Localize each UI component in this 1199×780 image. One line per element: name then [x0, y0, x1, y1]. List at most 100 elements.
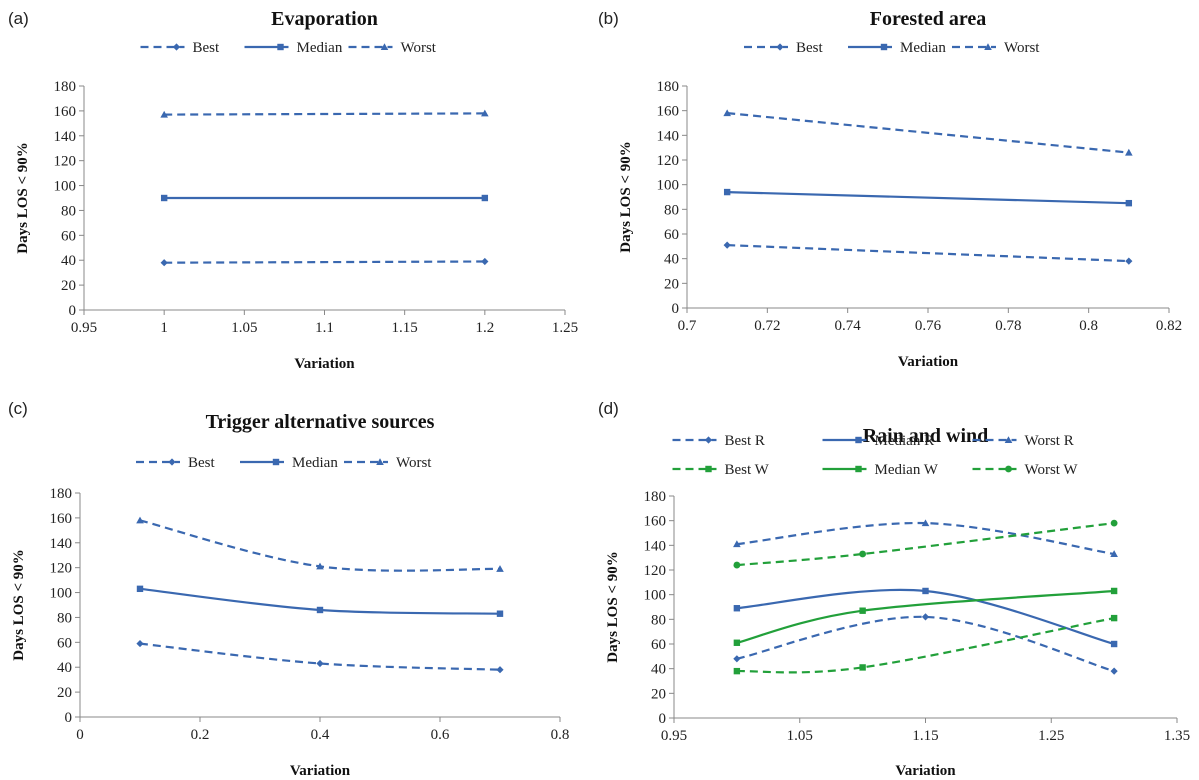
data-point [733, 655, 741, 663]
y-tick-label: 40 [664, 252, 679, 268]
y-tick-label: 40 [61, 253, 76, 269]
y-tick-label: 0 [69, 303, 77, 319]
legend-label: Worst R [1025, 433, 1074, 449]
x-tick-label: 0.8 [1079, 318, 1098, 334]
data-point [136, 639, 144, 648]
x-tick-label: 1.25 [552, 320, 578, 336]
data-point [921, 519, 930, 527]
data-point [160, 259, 168, 267]
legend-marker [380, 43, 389, 50]
y-tick-label: 20 [61, 278, 76, 294]
x-tick-label: 0.74 [835, 318, 862, 334]
series-line [164, 112, 485, 116]
legend-label: Median W [875, 462, 939, 478]
x-tick-label: 1.15 [912, 728, 938, 744]
y-tick-label: 40 [651, 662, 666, 678]
y-tick-label: 160 [50, 511, 73, 527]
y-tick-label: 120 [644, 563, 667, 579]
data-point [859, 550, 867, 558]
series-worst-w [733, 519, 1118, 569]
y-tick-label: 60 [61, 228, 76, 244]
data-point [723, 188, 731, 196]
series-line [736, 522, 1115, 567]
legend-marker [776, 43, 784, 51]
legend-marker [272, 458, 280, 466]
legend-item-best-w: Best W [672, 462, 770, 478]
panel-letter: (b) [598, 9, 619, 28]
y-tick-label: 160 [644, 514, 667, 530]
x-tick-label: 0 [76, 727, 84, 743]
y-axis-label: Days LOS < 90% [618, 141, 634, 252]
legend-label: Best [193, 40, 221, 56]
legend-label: Median [900, 40, 946, 56]
x-tick-label: 0.82 [1156, 318, 1182, 334]
x-tick-label: 0.4 [311, 727, 330, 743]
legend: Best Median Worst [140, 40, 437, 56]
x-tick-label: 1 [160, 320, 168, 336]
legend-item-worst-r: Worst R [972, 433, 1074, 449]
x-tick-label: 1.35 [1164, 728, 1190, 744]
x-tick-label: 0.6 [431, 727, 450, 743]
y-axis-label: Days LOS < 90% [11, 549, 27, 660]
y-tick-label: 0 [672, 301, 680, 317]
data-point [316, 659, 324, 668]
y-tick-label: 120 [50, 561, 73, 577]
legend-item-worst: Worst [348, 40, 437, 56]
legend-marker [376, 458, 384, 465]
y-tick-label: 140 [657, 128, 680, 144]
y-tick-label: 80 [651, 612, 666, 628]
legend-label: Best R [725, 433, 765, 449]
data-point [1125, 257, 1133, 265]
chart-title: Evaporation [271, 8, 378, 30]
legend-marker [855, 436, 862, 444]
series-worst-r [733, 519, 1118, 557]
legend-marker [1005, 465, 1012, 473]
y-axis-label: Days LOS < 90% [15, 142, 31, 253]
legend: Best R Median R Worst R Best W Median W Worst… [672, 433, 1078, 478]
series-best [160, 257, 489, 267]
legend-item-best: Best [140, 40, 221, 56]
y-tick-label: 80 [664, 202, 679, 218]
series-line [736, 589, 1115, 644]
legend-marker [1004, 436, 1013, 443]
legend-item-best: Best [136, 455, 216, 471]
data-point [496, 610, 504, 617]
legend-item-median: Median [244, 40, 343, 56]
panel-letter: (d) [598, 399, 619, 418]
y-tick-label: 180 [50, 486, 73, 502]
data-point [1110, 640, 1118, 648]
y-tick-label: 140 [50, 536, 73, 552]
legend-marker [277, 43, 284, 51]
legend: Best Median Worst [744, 40, 1040, 56]
series-line [727, 191, 1129, 205]
legend-item-best: Best [744, 40, 824, 56]
x-tick-label: 0.2 [191, 727, 210, 743]
chart-title: Forested area [870, 8, 986, 30]
y-tick-label: 60 [651, 637, 666, 653]
y-tick-label: 100 [644, 588, 667, 604]
data-point [733, 561, 741, 569]
legend-item-median-w: Median W [822, 462, 939, 478]
data-point [723, 109, 731, 117]
series-line [736, 521, 1115, 556]
legend-marker [172, 43, 181, 51]
y-tick-label: 20 [57, 685, 72, 701]
y-tick-label: 0 [65, 710, 73, 726]
legend-label: Median [292, 455, 338, 471]
panel-b: (b) Forested area 0 20 40 60 80 100 120 140 160 180… [598, 8, 1182, 370]
x-tick-label: 0.95 [71, 320, 97, 336]
y-tick-label: 120 [54, 154, 77, 170]
series-line [164, 260, 485, 264]
data-point [859, 664, 866, 671]
series-median [136, 585, 504, 617]
legend-marker [704, 436, 713, 444]
series-line [727, 112, 1129, 154]
data-point [1125, 148, 1133, 156]
y-tick-label: 80 [61, 203, 76, 219]
x-tick-label: 0.72 [754, 318, 780, 334]
y-tick-label: 160 [657, 104, 680, 120]
legend-item-worst-w: Worst W [972, 462, 1078, 478]
y-tick-label: 60 [57, 635, 72, 651]
y-tick-label: 0 [659, 711, 667, 727]
x-tick-label: 0.76 [915, 318, 942, 334]
